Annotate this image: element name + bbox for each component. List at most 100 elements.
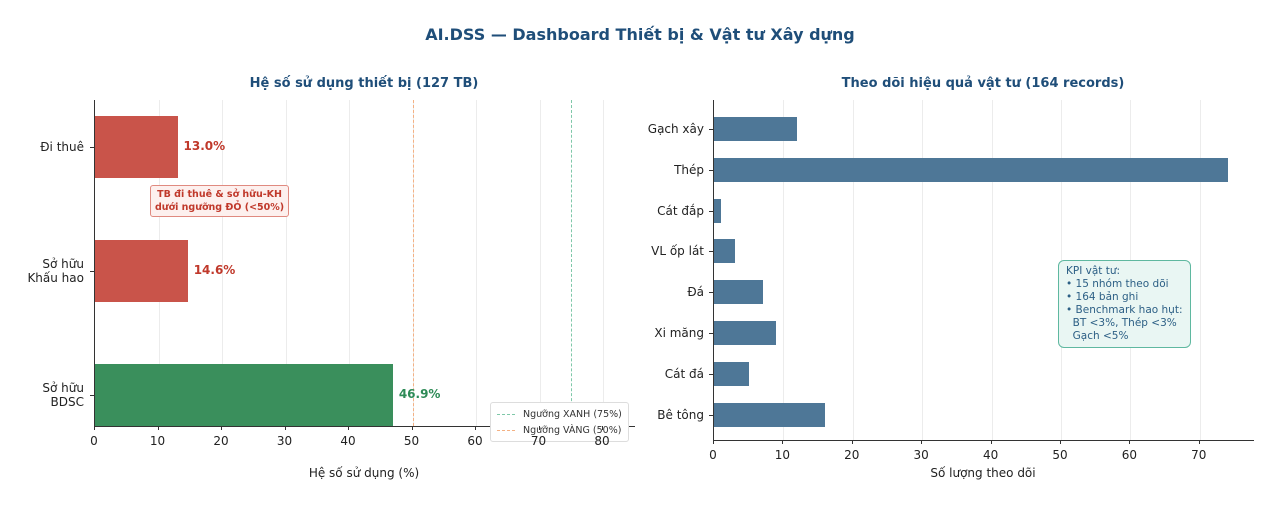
- grid-line: [1199, 100, 1201, 440]
- grid-line: [539, 100, 541, 426]
- grid-line: [852, 100, 854, 440]
- material-bar: [714, 280, 763, 305]
- x-tick-label: 60: [467, 434, 483, 448]
- y-tick: [709, 251, 713, 253]
- threshold-legend: Ngưỡng XANH (75%) Ngưỡng VÀNG (50%): [490, 402, 629, 442]
- dashboard-title: AI.DSS — Dashboard Thiết bị & Vật tư Xây…: [425, 25, 855, 44]
- annotation-line-1: TB đi thuê & sở hữu-KH: [157, 189, 282, 200]
- y-category-label: Gạch xây: [647, 122, 704, 136]
- x-tick: [538, 426, 540, 430]
- x-tick: [94, 426, 95, 430]
- grid-line: [991, 100, 993, 440]
- legend-label-yellow: Ngưỡng VÀNG (50%): [523, 424, 622, 436]
- x-tick-label: 30: [276, 434, 293, 448]
- bar-value-label: 46.9%: [398, 387, 441, 401]
- legend-item-green: Ngưỡng XANH (75%): [497, 406, 622, 422]
- x-tick-label: 70: [1191, 448, 1207, 462]
- x-tick: [990, 440, 992, 444]
- y-category-label: Đi thuê: [40, 140, 84, 154]
- below-threshold-annotation: TB đi thuê & sở hữu-KH dưới ngưỡng ĐỎ (<…: [150, 185, 290, 217]
- utilization-bar: [95, 364, 393, 426]
- grid-line: [285, 100, 287, 426]
- x-tick: [411, 426, 413, 430]
- x-tick-label: 30: [913, 448, 929, 462]
- x-tick: [221, 426, 222, 430]
- yellow-threshold-line: [412, 100, 414, 426]
- y-category-label: Sở hữu BDSC: [42, 381, 84, 409]
- y-category-label: VL ốp lát: [651, 244, 704, 259]
- material-bar: [714, 157, 1228, 182]
- x-tick: [475, 426, 476, 430]
- x-tick-label: 70: [530, 434, 547, 448]
- bar-value-label: 14.6%: [193, 263, 236, 277]
- y-category-label: Thép: [674, 162, 704, 177]
- x-tick: [851, 440, 853, 444]
- y-category-label: Đá: [687, 285, 704, 300]
- utilization-bar: [95, 116, 178, 178]
- y-tick: [90, 395, 94, 396]
- y-category-label: Cát đá: [664, 366, 704, 381]
- y-tick: [709, 210, 713, 212]
- grid-line: [922, 100, 924, 440]
- material-bar: [714, 198, 721, 223]
- y-category-label: Bê tông: [657, 407, 704, 422]
- x-tick: [157, 426, 159, 430]
- left-x-axis-title: Hệ số sử dụng (%): [308, 466, 420, 480]
- x-tick: [284, 426, 286, 430]
- x-tick: [782, 440, 784, 444]
- annotation-line-2: dưới ngưỡng ĐỎ (<50%): [155, 202, 285, 213]
- material-bar: [714, 321, 777, 345]
- x-tick-label: 50: [1052, 448, 1068, 462]
- x-tick-label: 50: [403, 434, 420, 448]
- utilization-bar: [95, 240, 188, 302]
- y-tick: [709, 414, 713, 416]
- x-tick: [921, 440, 923, 444]
- x-tick-label: 20: [213, 434, 229, 448]
- legend-item-yellow: Ngưỡng VÀNG (50%): [497, 422, 622, 438]
- y-category-label: Sở hữu Khấu hao: [27, 257, 84, 285]
- x-tick-label: 10: [774, 448, 791, 462]
- grid-line: [603, 100, 604, 426]
- x-tick: [713, 440, 714, 444]
- y-tick: [90, 271, 94, 272]
- grid-line: [349, 100, 350, 426]
- right-x-axis-title: Số lượng theo dõi: [930, 466, 1036, 480]
- x-tick-label: 0: [709, 448, 717, 462]
- yellow-dash-icon: [497, 429, 515, 431]
- x-tick-label: 60: [1121, 448, 1138, 462]
- x-tick-label: 10: [149, 434, 166, 448]
- x-tick-label: 20: [844, 448, 860, 462]
- x-tick-label: 80: [594, 434, 610, 448]
- x-tick: [602, 426, 603, 430]
- grid-line: [783, 100, 785, 440]
- bar-value-label: 13.0%: [183, 139, 226, 153]
- y-tick: [90, 147, 94, 148]
- x-tick: [1129, 440, 1131, 444]
- y-tick: [709, 333, 713, 334]
- material-bar: [714, 239, 735, 264]
- green-dash-icon: [497, 413, 515, 415]
- y-tick: [709, 373, 713, 375]
- right-chart-title: Theo dõi hiệu quả vật tư (164 records): [841, 76, 1125, 91]
- y-category-label: Xi măng: [654, 326, 704, 340]
- x-tick-label: 40: [340, 434, 356, 448]
- x-tick: [1198, 440, 1200, 444]
- x-tick: [1060, 440, 1061, 444]
- y-category-label: Cát đắp: [657, 203, 704, 218]
- green-threshold-line: [571, 100, 573, 426]
- left-chart-title: Hệ số sử dụng thiết bị (127 TB): [249, 76, 479, 91]
- left-chart-axes: [94, 100, 635, 427]
- material-bar: [714, 361, 749, 386]
- grid-line: [476, 100, 477, 426]
- grid-line: [222, 100, 223, 426]
- material-bar: [714, 402, 826, 427]
- legend-label-green: Ngưỡng XANH (75%): [523, 408, 622, 420]
- x-tick-label: 0: [90, 434, 98, 448]
- material-bar: [714, 117, 798, 141]
- y-tick: [709, 292, 713, 294]
- kpi-info-box: KPI vật tư: • 15 nhóm theo dõi • 164 bản…: [1058, 260, 1191, 348]
- x-tick: [348, 426, 349, 430]
- x-tick-label: 40: [982, 448, 999, 462]
- y-tick: [709, 129, 713, 130]
- y-tick: [709, 169, 713, 171]
